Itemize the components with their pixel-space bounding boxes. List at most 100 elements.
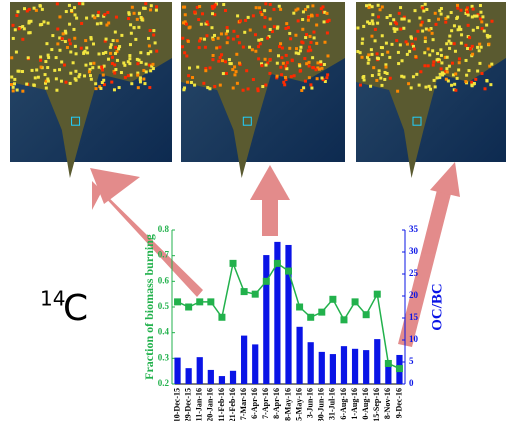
map-fire bbox=[268, 27, 272, 31]
map-fire bbox=[405, 42, 409, 46]
map-fire bbox=[306, 49, 310, 53]
map-fire bbox=[213, 13, 217, 17]
map-fire bbox=[69, 71, 73, 75]
map-fire bbox=[322, 20, 326, 24]
map-fire bbox=[456, 28, 460, 32]
map-fire bbox=[256, 87, 260, 91]
map-fire bbox=[380, 53, 384, 57]
map-fire bbox=[128, 62, 132, 66]
map-fire bbox=[67, 3, 71, 7]
map-fire bbox=[122, 61, 126, 65]
map-fire bbox=[210, 4, 214, 8]
map-fire bbox=[480, 27, 484, 31]
map-fire bbox=[148, 28, 152, 32]
x-tick-label: 7-Mar-16 bbox=[239, 388, 248, 420]
map-fire bbox=[69, 50, 73, 54]
map-fire bbox=[325, 19, 329, 23]
map-fire bbox=[142, 6, 146, 10]
map-fire bbox=[61, 32, 65, 36]
map-fire bbox=[94, 87, 98, 91]
map-site bbox=[412, 116, 422, 126]
map-fire bbox=[226, 36, 230, 40]
point bbox=[218, 313, 226, 321]
map-fire bbox=[102, 14, 106, 18]
map-fire bbox=[272, 25, 276, 29]
map-fire bbox=[470, 4, 474, 8]
y-tick-label: 0.7 bbox=[158, 250, 170, 260]
map-fire bbox=[193, 10, 197, 14]
map-fire bbox=[465, 6, 469, 10]
map-fire bbox=[383, 70, 387, 74]
map-fire bbox=[476, 26, 480, 30]
map-fire bbox=[128, 57, 132, 61]
map-fire bbox=[142, 68, 146, 72]
map-fire bbox=[319, 7, 323, 11]
map-fire bbox=[238, 61, 242, 65]
map-fire bbox=[377, 72, 381, 76]
map-fire bbox=[44, 81, 48, 85]
map-fire bbox=[268, 2, 272, 6]
map-fire bbox=[303, 57, 307, 61]
bar bbox=[274, 241, 281, 384]
map-fire bbox=[260, 64, 264, 68]
map-fire bbox=[93, 16, 97, 20]
map-fire bbox=[97, 65, 101, 69]
map-fire bbox=[139, 51, 143, 55]
x-tick-label: 20-Jan-16 bbox=[206, 388, 215, 421]
map-fire bbox=[75, 16, 79, 20]
map-fire bbox=[113, 63, 117, 67]
map-fire bbox=[80, 21, 84, 25]
map-fire bbox=[154, 8, 158, 12]
map-fire bbox=[443, 55, 447, 59]
map-fire bbox=[108, 45, 112, 49]
y2-tick-label: 0 bbox=[409, 378, 414, 388]
map-fire bbox=[319, 60, 323, 64]
map-fire bbox=[55, 88, 59, 92]
map-fire bbox=[10, 75, 14, 79]
y-tick-label: 0.8 bbox=[158, 224, 170, 234]
map-fire bbox=[439, 7, 443, 11]
map-fire bbox=[73, 77, 77, 81]
map-fire bbox=[362, 78, 366, 82]
map-fire bbox=[270, 30, 274, 34]
map-fire bbox=[366, 61, 370, 65]
map-fire bbox=[97, 52, 101, 56]
map-fire bbox=[102, 64, 106, 68]
map-fire bbox=[251, 77, 255, 81]
map-fire bbox=[60, 37, 64, 41]
annotation-sup: 14 bbox=[40, 287, 65, 311]
map-fire bbox=[266, 36, 270, 40]
map-fire bbox=[208, 87, 212, 91]
map-fire bbox=[275, 61, 279, 65]
map-fire bbox=[448, 46, 452, 50]
map-fire bbox=[151, 62, 155, 66]
map-fire bbox=[106, 57, 110, 61]
map-fire bbox=[79, 46, 83, 50]
map-fire bbox=[183, 5, 187, 9]
map-fire bbox=[476, 45, 480, 49]
map-fire bbox=[204, 69, 208, 73]
map-fire bbox=[62, 63, 66, 67]
map-fire bbox=[204, 22, 208, 26]
map-fire bbox=[260, 37, 264, 41]
map-fire bbox=[257, 57, 261, 61]
map-fire bbox=[128, 54, 132, 58]
map-fire bbox=[459, 41, 463, 45]
map-fire bbox=[326, 73, 330, 77]
map-fire bbox=[114, 68, 118, 72]
x-tick-label: 11-Feb-16 bbox=[217, 388, 226, 421]
map-fire bbox=[304, 36, 308, 40]
bar bbox=[374, 339, 381, 384]
y-tick-label: 0.5 bbox=[158, 301, 170, 311]
map-fire bbox=[127, 17, 131, 21]
y-tick-label: 0.3 bbox=[158, 352, 170, 362]
map-fire bbox=[257, 38, 261, 42]
map-fire bbox=[54, 56, 58, 60]
map-fire bbox=[11, 23, 15, 27]
map-fire bbox=[155, 49, 159, 53]
y2-tick-label: 5 bbox=[409, 356, 414, 366]
map-fire bbox=[415, 72, 419, 76]
map-fire bbox=[306, 15, 310, 19]
map-fire bbox=[380, 83, 384, 87]
